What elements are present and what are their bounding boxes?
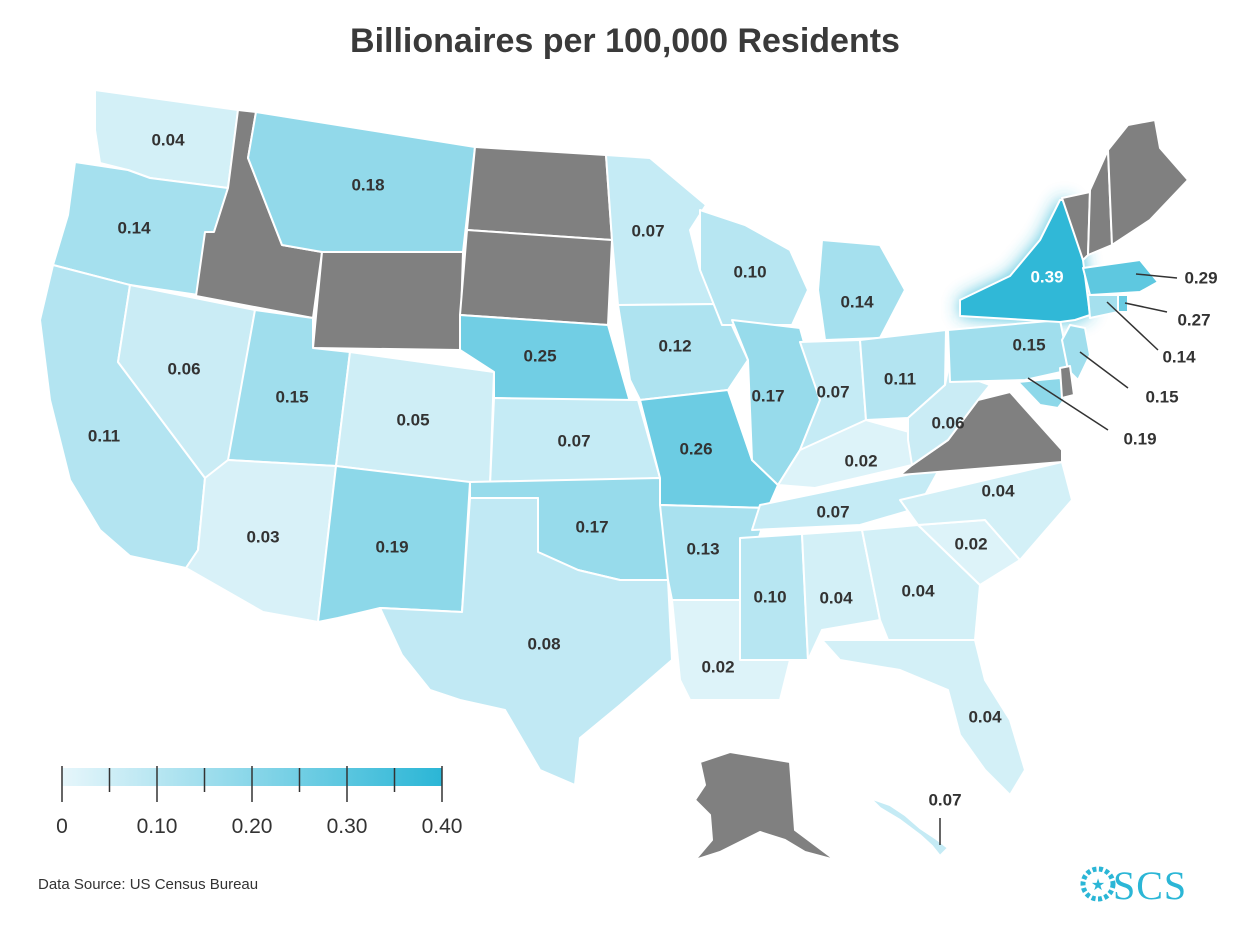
state-value-label-in: 0.07 (816, 382, 849, 401)
state-value-label-nm: 0.19 (375, 537, 408, 556)
state-value-label-co: 0.05 (396, 410, 429, 429)
state-value-label-la: 0.02 (701, 657, 734, 676)
state-value-label-or: 0.14 (117, 218, 151, 237)
state-value-label-md: 0.19 (1123, 429, 1156, 448)
state-value-label-ct: 0.14 (1162, 347, 1196, 366)
state-value-label-nc: 0.04 (981, 481, 1015, 500)
state-value-label-ut: 0.15 (275, 387, 308, 406)
state-value-label-nj: 0.15 (1145, 387, 1178, 406)
state-value-label-mn: 0.07 (631, 221, 664, 240)
state-wv (907, 369, 991, 466)
state-value-label-ny: 0.39 (1030, 267, 1063, 286)
legend-tick-label: 0.10 (137, 815, 178, 838)
state-value-label-wv: 0.06 (931, 413, 964, 432)
state-value-label-ga: 0.04 (901, 581, 935, 600)
state-value-label-ia: 0.12 (658, 336, 691, 355)
state-ct (1087, 294, 1119, 319)
state-mo (639, 389, 779, 509)
state-value-label-wi: 0.10 (733, 262, 766, 281)
state-value-label-mt: 0.18 (351, 175, 384, 194)
leader-line-ri (1124, 302, 1168, 313)
state-fl (821, 639, 1026, 796)
state-value-label-tn: 0.07 (816, 502, 849, 521)
state-value-label-ms: 0.10 (753, 587, 786, 606)
leader-line-md (1027, 377, 1109, 431)
legend-tick-label: 0.30 (327, 815, 368, 838)
state-sd (459, 229, 613, 326)
state-value-label-ca: 0.11 (88, 426, 120, 445)
state-value-label-ar: 0.13 (686, 539, 719, 558)
state-value-label-nv: 0.06 (167, 359, 200, 378)
state-value-label-ma: 0.29 (1184, 268, 1217, 287)
state-mi (817, 239, 906, 341)
state-value-label-hi: 0.07 (928, 790, 961, 809)
state-ms (739, 533, 809, 661)
state-value-label-ky: 0.02 (844, 451, 877, 470)
state-ak (694, 751, 836, 861)
state-value-label-al: 0.04 (819, 588, 853, 607)
state-value-label-mi: 0.14 (840, 292, 874, 311)
state-hi (869, 797, 949, 857)
color-legend: 0 0.10 0.20 0.30 0.40 (56, 766, 462, 838)
data-source-note: Data Source: US Census Bureau (38, 876, 259, 893)
legend-tick-label: 0.40 (422, 815, 463, 838)
state-value-label-oh: 0.11 (884, 369, 916, 388)
state-me (1107, 119, 1189, 246)
state-value-label-az: 0.03 (246, 527, 279, 546)
leader-line-nj (1079, 351, 1129, 389)
legend-tick-label: 0 (56, 815, 68, 838)
state-wi (699, 209, 809, 326)
state-pa (947, 319, 1071, 383)
state-value-label-il: 0.17 (751, 386, 784, 405)
state-value-label-ok: 0.17 (575, 517, 608, 536)
state-value-label-pa: 0.15 (1012, 335, 1045, 354)
state-value-label-mo: 0.26 (679, 439, 712, 458)
legend-tick-label: 0.20 (232, 815, 273, 838)
state-tx (379, 497, 673, 786)
page-title: Billionaires per 100,000 Residents (350, 22, 900, 60)
state-value-label-sc: 0.02 (954, 534, 987, 553)
state-de (1059, 365, 1075, 399)
leader-line-ct (1106, 301, 1159, 351)
state-value-label-ne: 0.25 (523, 346, 556, 365)
brand-wordmark: SCS (1113, 863, 1188, 908)
state-value-label-wa: 0.04 (151, 130, 185, 149)
logo-star-icon: ★ (1091, 875, 1105, 894)
state-ma (1082, 259, 1159, 296)
state-value-label-ks: 0.07 (557, 431, 590, 450)
logo-emblem-ring (1080, 866, 1116, 902)
state-md (1017, 377, 1071, 409)
leader-line-ma (1135, 273, 1178, 279)
state-value-label-ri: 0.27 (1177, 310, 1210, 329)
state-value-label-fl: 0.04 (968, 707, 1002, 726)
state-nd (466, 146, 613, 241)
brand-logo: ★ (1080, 866, 1116, 902)
state-value-label-tx: 0.08 (527, 634, 560, 653)
state-al (801, 529, 881, 661)
state-wy (312, 251, 464, 351)
